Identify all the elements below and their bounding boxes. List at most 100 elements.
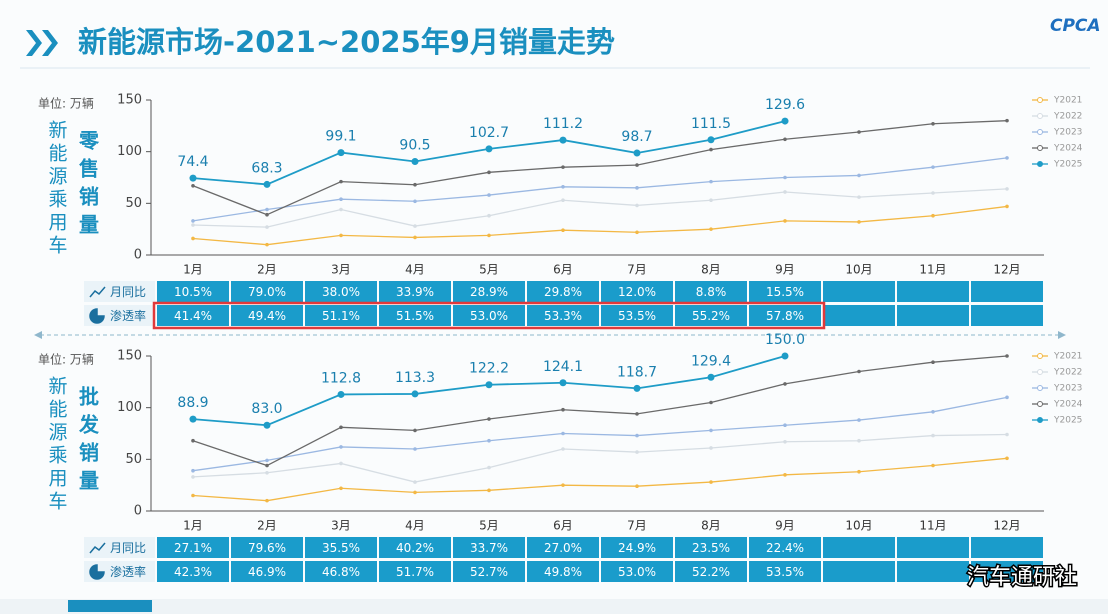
cell-value: 35.5% [322,541,360,555]
row-header [84,537,155,558]
data-point [931,410,935,414]
data-point [411,390,419,398]
table-cell [749,561,821,582]
data-point [781,352,789,360]
table-cell [527,537,599,558]
data-point [191,183,195,188]
data-label: 74.4 [177,154,208,170]
data-label: 112.8 [321,370,361,386]
data-point [339,179,343,184]
data-point [265,225,269,229]
row-label: 渗透率 [110,308,146,323]
table-cell [897,561,969,582]
table-cell [231,537,303,558]
table-cell [971,537,1043,558]
data-point [263,180,271,188]
y-tick-label: 0 [134,248,142,263]
data-point [635,484,639,489]
cell-value: 33.9% [396,285,434,299]
row-icon [89,564,105,580]
data-point [487,465,491,470]
data-point [633,384,641,392]
data-point [709,179,713,184]
data-point [709,227,713,231]
table-cell [897,281,969,302]
x-tick-label: 3月 [331,519,351,533]
table-cell [527,281,599,302]
footer-tab [68,600,152,612]
x-tick-label: 2月 [257,519,277,533]
x-tick-label: 6月 [553,519,573,533]
y-tick-label: 50 [125,196,142,211]
legend-label: Y2023 [1053,128,1082,138]
data-point [191,219,195,223]
data-point [709,400,713,405]
data-label: 102.7 [469,125,509,141]
data-point [485,145,493,153]
row-label: 月同比 [110,285,146,299]
cell-value: 46.9% [248,565,286,579]
data-point [857,220,861,224]
x-tick-label: 11月 [919,263,946,277]
table-cell [231,305,303,326]
table-cell [379,537,451,558]
data-point [559,379,567,387]
x-tick-label: 10月 [845,263,872,277]
data-label: 99.1 [325,129,356,145]
highlight-box [152,301,826,330]
data-point [783,175,787,180]
data-point [1005,187,1009,191]
cell-value: 27.1% [174,541,212,555]
data-point [561,447,565,451]
data-point [413,447,417,451]
table-cell [823,281,895,302]
data-point [265,212,269,217]
cell-value: 55.2% [692,309,730,323]
cell-value: 51.1% [322,309,360,323]
data-point [265,207,269,212]
table-cell [971,281,1043,302]
data-point [561,165,565,169]
data-label: 83.0 [251,401,282,417]
data-point [781,117,789,125]
data-point [857,438,861,443]
table-cell [453,537,525,558]
x-tick-label: 8月 [701,519,721,533]
x-tick-label: 12月 [993,263,1020,277]
data-point [857,195,861,199]
data-point [857,469,861,474]
data-point [263,421,271,429]
legend-label: Y2021 [1053,96,1082,106]
metric-label: 零售销量 [76,130,100,242]
table-cell [379,305,451,326]
table-cell [675,281,747,302]
data-point [189,174,197,182]
data-point [191,438,195,443]
cell-value: 53.0% [618,565,656,579]
cell-value: 22.4% [766,541,804,555]
data-point [265,470,269,475]
data-point [635,412,639,416]
side-label: 新能源乘用车 [46,376,68,514]
metric-label: 批发销量 [76,385,100,498]
table-cell [601,561,673,582]
data-point [857,130,861,134]
data-point [191,236,195,241]
cell-value: 49.4% [248,309,286,323]
data-point [561,198,565,203]
data-label: 111.2 [543,116,583,132]
data-label: 150.0 [765,332,805,348]
table-cell [823,561,895,582]
table-cell [157,281,229,302]
table-cell [453,561,525,582]
data-point [191,475,195,479]
cell-value: 57.8% [766,309,804,323]
series-line [192,433,1008,483]
table-cell [749,537,821,558]
legend-marker [1037,113,1043,119]
data-point [709,198,713,203]
data-point [931,191,935,195]
data-point [783,219,787,223]
side-label: 新能源乘用车 [46,120,68,258]
